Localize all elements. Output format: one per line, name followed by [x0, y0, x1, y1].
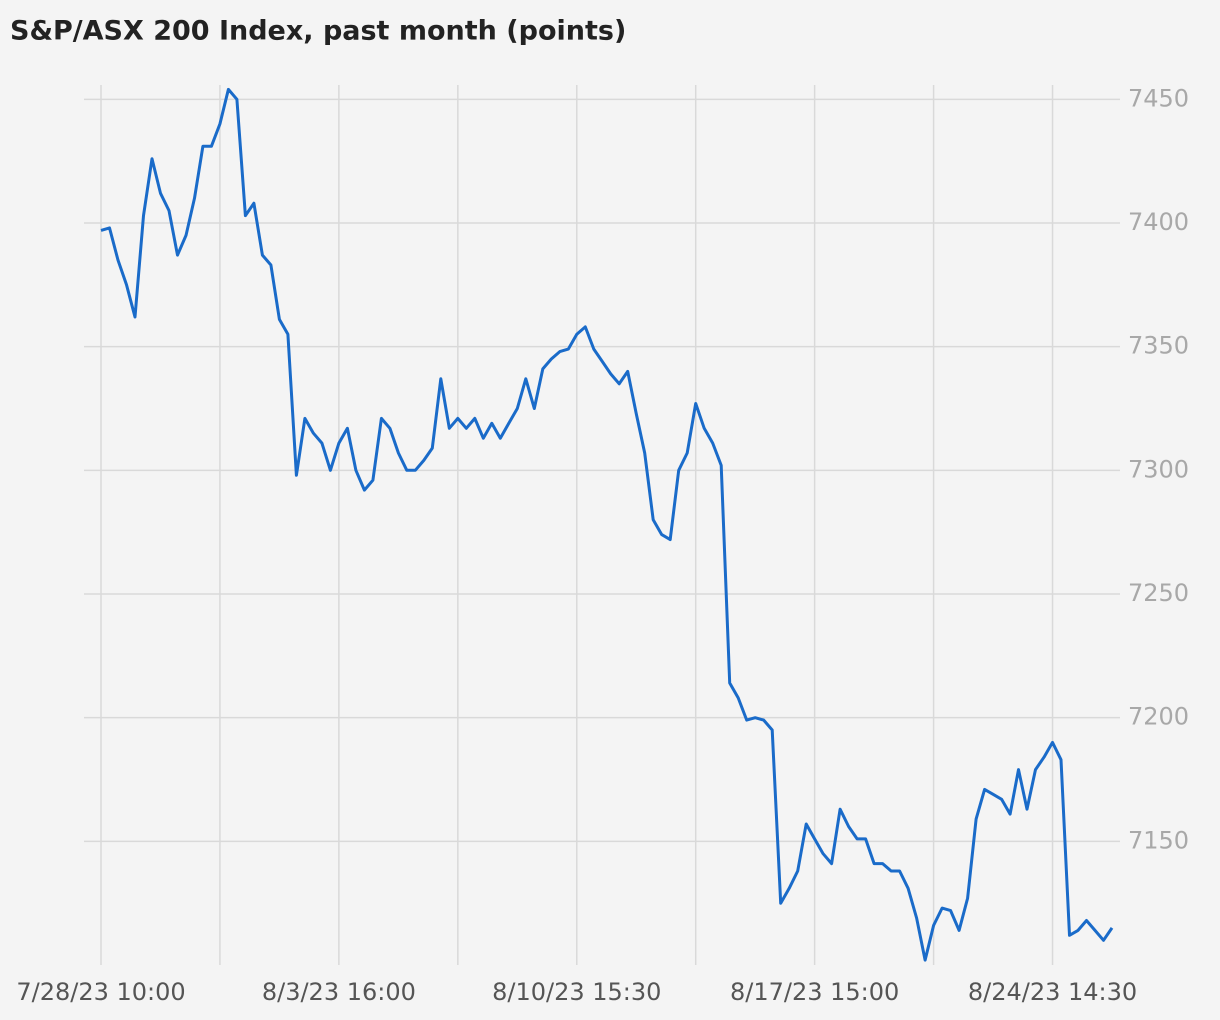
x-tick-label: 8/24/23 14:30	[968, 978, 1137, 1006]
y-tick-label: 7200	[1128, 703, 1189, 731]
x-tick-label: 8/17/23 15:00	[730, 978, 899, 1006]
y-tick-label: 7400	[1128, 208, 1189, 236]
y-tick-label: 7150	[1128, 826, 1189, 854]
x-tick-label: 8/10/23 15:30	[492, 978, 661, 1006]
y-tick-label: 7250	[1128, 579, 1189, 607]
y-tick-label: 7450	[1128, 84, 1189, 112]
x-tick-label: 7/28/23 10:00	[16, 978, 185, 1006]
y-tick-label: 7350	[1128, 332, 1189, 360]
y-tick-label: 7300	[1128, 455, 1189, 483]
x-tick-label: 8/3/23 16:00	[262, 978, 416, 1006]
line	[100, 87, 1114, 962]
chart-title: S&P/ASX 200 Index, past month (points)	[10, 16, 626, 47]
